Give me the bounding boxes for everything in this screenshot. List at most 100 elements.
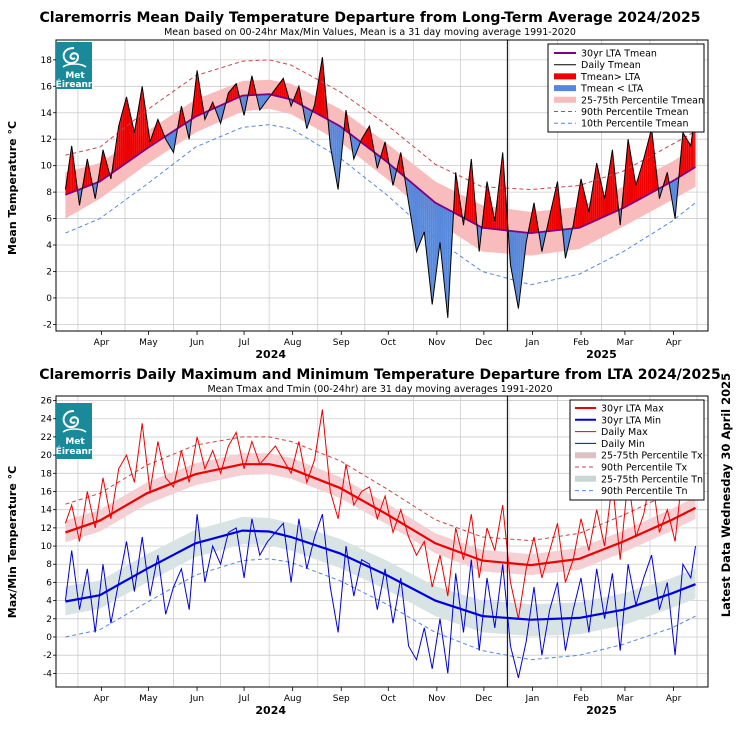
departure-above-fill xyxy=(549,207,552,232)
departure-above-fill xyxy=(85,159,88,188)
daily-tmean-line xyxy=(64,57,696,318)
departure-above-fill xyxy=(120,111,123,167)
departure-below-fill xyxy=(430,198,433,305)
percentile-band-tx xyxy=(65,453,696,576)
x-tick-label: Aug xyxy=(284,338,302,348)
met-eireann-logo-2: Met Éireann xyxy=(56,403,95,459)
departure-above-fill xyxy=(73,160,76,192)
year-label: 2025 xyxy=(586,348,617,361)
departure-above-fill xyxy=(151,130,154,146)
departure-above-fill xyxy=(251,75,254,96)
departure-above-fill xyxy=(124,96,127,165)
logo-line1: Met xyxy=(65,437,85,447)
departure-below-fill xyxy=(408,180,411,215)
departure-above-fill xyxy=(130,114,133,161)
departure-above-fill xyxy=(639,165,642,200)
departure-below-fill xyxy=(434,201,437,290)
departure-above-fill xyxy=(383,141,386,161)
departure-below-fill xyxy=(377,154,380,169)
p10-tn-line xyxy=(65,558,696,661)
departure-below-fill xyxy=(171,131,174,153)
departure-above-fill xyxy=(199,82,201,116)
x-tick-label: Jan xyxy=(525,338,540,348)
departure-below-fill xyxy=(244,95,247,116)
departure-above-fill xyxy=(273,88,276,96)
departure-below-fill xyxy=(416,186,419,252)
departure-above-fill xyxy=(688,142,691,172)
departure-below-fill xyxy=(414,185,417,252)
y-tick-label: 2 xyxy=(46,267,52,277)
legend-entry: Daily Min xyxy=(601,439,645,450)
logo-wave-icon xyxy=(62,63,87,68)
x-tick-label: Dec xyxy=(475,694,492,704)
y-tick-label: 8 xyxy=(46,560,52,570)
departure-below-fill xyxy=(353,136,356,160)
departure-above-fill xyxy=(281,78,284,98)
x-tick-label: Mar xyxy=(616,338,633,348)
x-tick-label: Oct xyxy=(380,338,396,348)
x-tick-label: Jun xyxy=(189,694,204,704)
p90-tx-line xyxy=(65,436,696,542)
departure-below-fill xyxy=(510,230,513,276)
year-label: 2025 xyxy=(586,704,617,717)
met-eireann-logo: Met Éireann xyxy=(56,42,95,90)
departure-above-fill xyxy=(234,83,237,100)
departure-below-fill xyxy=(169,132,172,150)
logo-line2: Éireann xyxy=(56,78,95,90)
departure-above-fill xyxy=(320,57,323,117)
departure-below-fill xyxy=(567,228,570,250)
x-tick-label: Jun xyxy=(189,338,204,348)
mean-chart-title: Claremorris Mean Daily Temperature Depar… xyxy=(40,10,701,26)
departure-above-fill xyxy=(534,202,536,233)
departure-above-fill xyxy=(630,150,632,205)
y-tick-label: 22 xyxy=(41,433,52,443)
departure-above-fill xyxy=(496,186,499,230)
departure-above-fill xyxy=(487,181,489,229)
departure-below-fill xyxy=(216,106,219,119)
legend-entry: Daily Max xyxy=(601,427,648,438)
departure-above-fill xyxy=(614,168,617,213)
departure-below-fill xyxy=(187,120,190,140)
departure-above-fill xyxy=(680,132,683,176)
departure-above-fill xyxy=(581,178,584,228)
x-tick-label: Nov xyxy=(428,694,446,704)
departure-above-fill xyxy=(104,157,107,178)
mean-temperature-panel: Claremorris Mean Daily Temperature Depar… xyxy=(6,10,709,361)
departure-above-fill xyxy=(369,125,372,151)
departure-above-fill xyxy=(557,181,560,231)
x-tick-label: Oct xyxy=(380,694,396,704)
x-tick-label: Jul xyxy=(238,694,250,704)
x-tick-label: Apr xyxy=(94,338,110,348)
y-tick-label: 18 xyxy=(41,469,53,479)
departure-above-fill xyxy=(598,171,601,220)
x-tick-label: Dec xyxy=(475,338,492,348)
legend-entry: Tmean> LTA xyxy=(580,72,641,83)
departure-above-fill xyxy=(118,118,121,169)
legend-entry: 90th Percentile Tn xyxy=(601,486,688,497)
y-tick-label: 16 xyxy=(41,487,53,497)
departure-above-fill xyxy=(367,125,370,149)
departure-above-fill xyxy=(604,186,607,217)
departure-above-fill xyxy=(114,139,117,172)
departure-above-fill xyxy=(545,224,548,234)
departure-below-fill xyxy=(220,104,223,124)
plot-frame xyxy=(55,395,709,688)
departure-below-fill xyxy=(259,94,262,111)
departure-above-fill xyxy=(457,185,460,216)
met-eireann-swirl-icon xyxy=(62,410,80,429)
y-tick-label: 2 xyxy=(46,615,52,625)
y-tick-label: 24 xyxy=(41,415,53,425)
departure-above-fill xyxy=(155,119,158,143)
y-tick-label: 20 xyxy=(41,451,53,461)
departure-below-fill xyxy=(428,196,431,287)
x-tick-label: Apr xyxy=(666,338,682,348)
legend-entry: Tmean < LTA xyxy=(580,84,644,95)
departure-above-fill xyxy=(590,187,593,223)
x-tick-label: Feb xyxy=(573,694,589,704)
logo-line2: Éireann xyxy=(56,445,95,457)
departure-below-fill xyxy=(514,231,517,298)
legend-entry: 30yr LTA Min xyxy=(601,415,661,426)
departure-above-fill xyxy=(101,149,104,181)
